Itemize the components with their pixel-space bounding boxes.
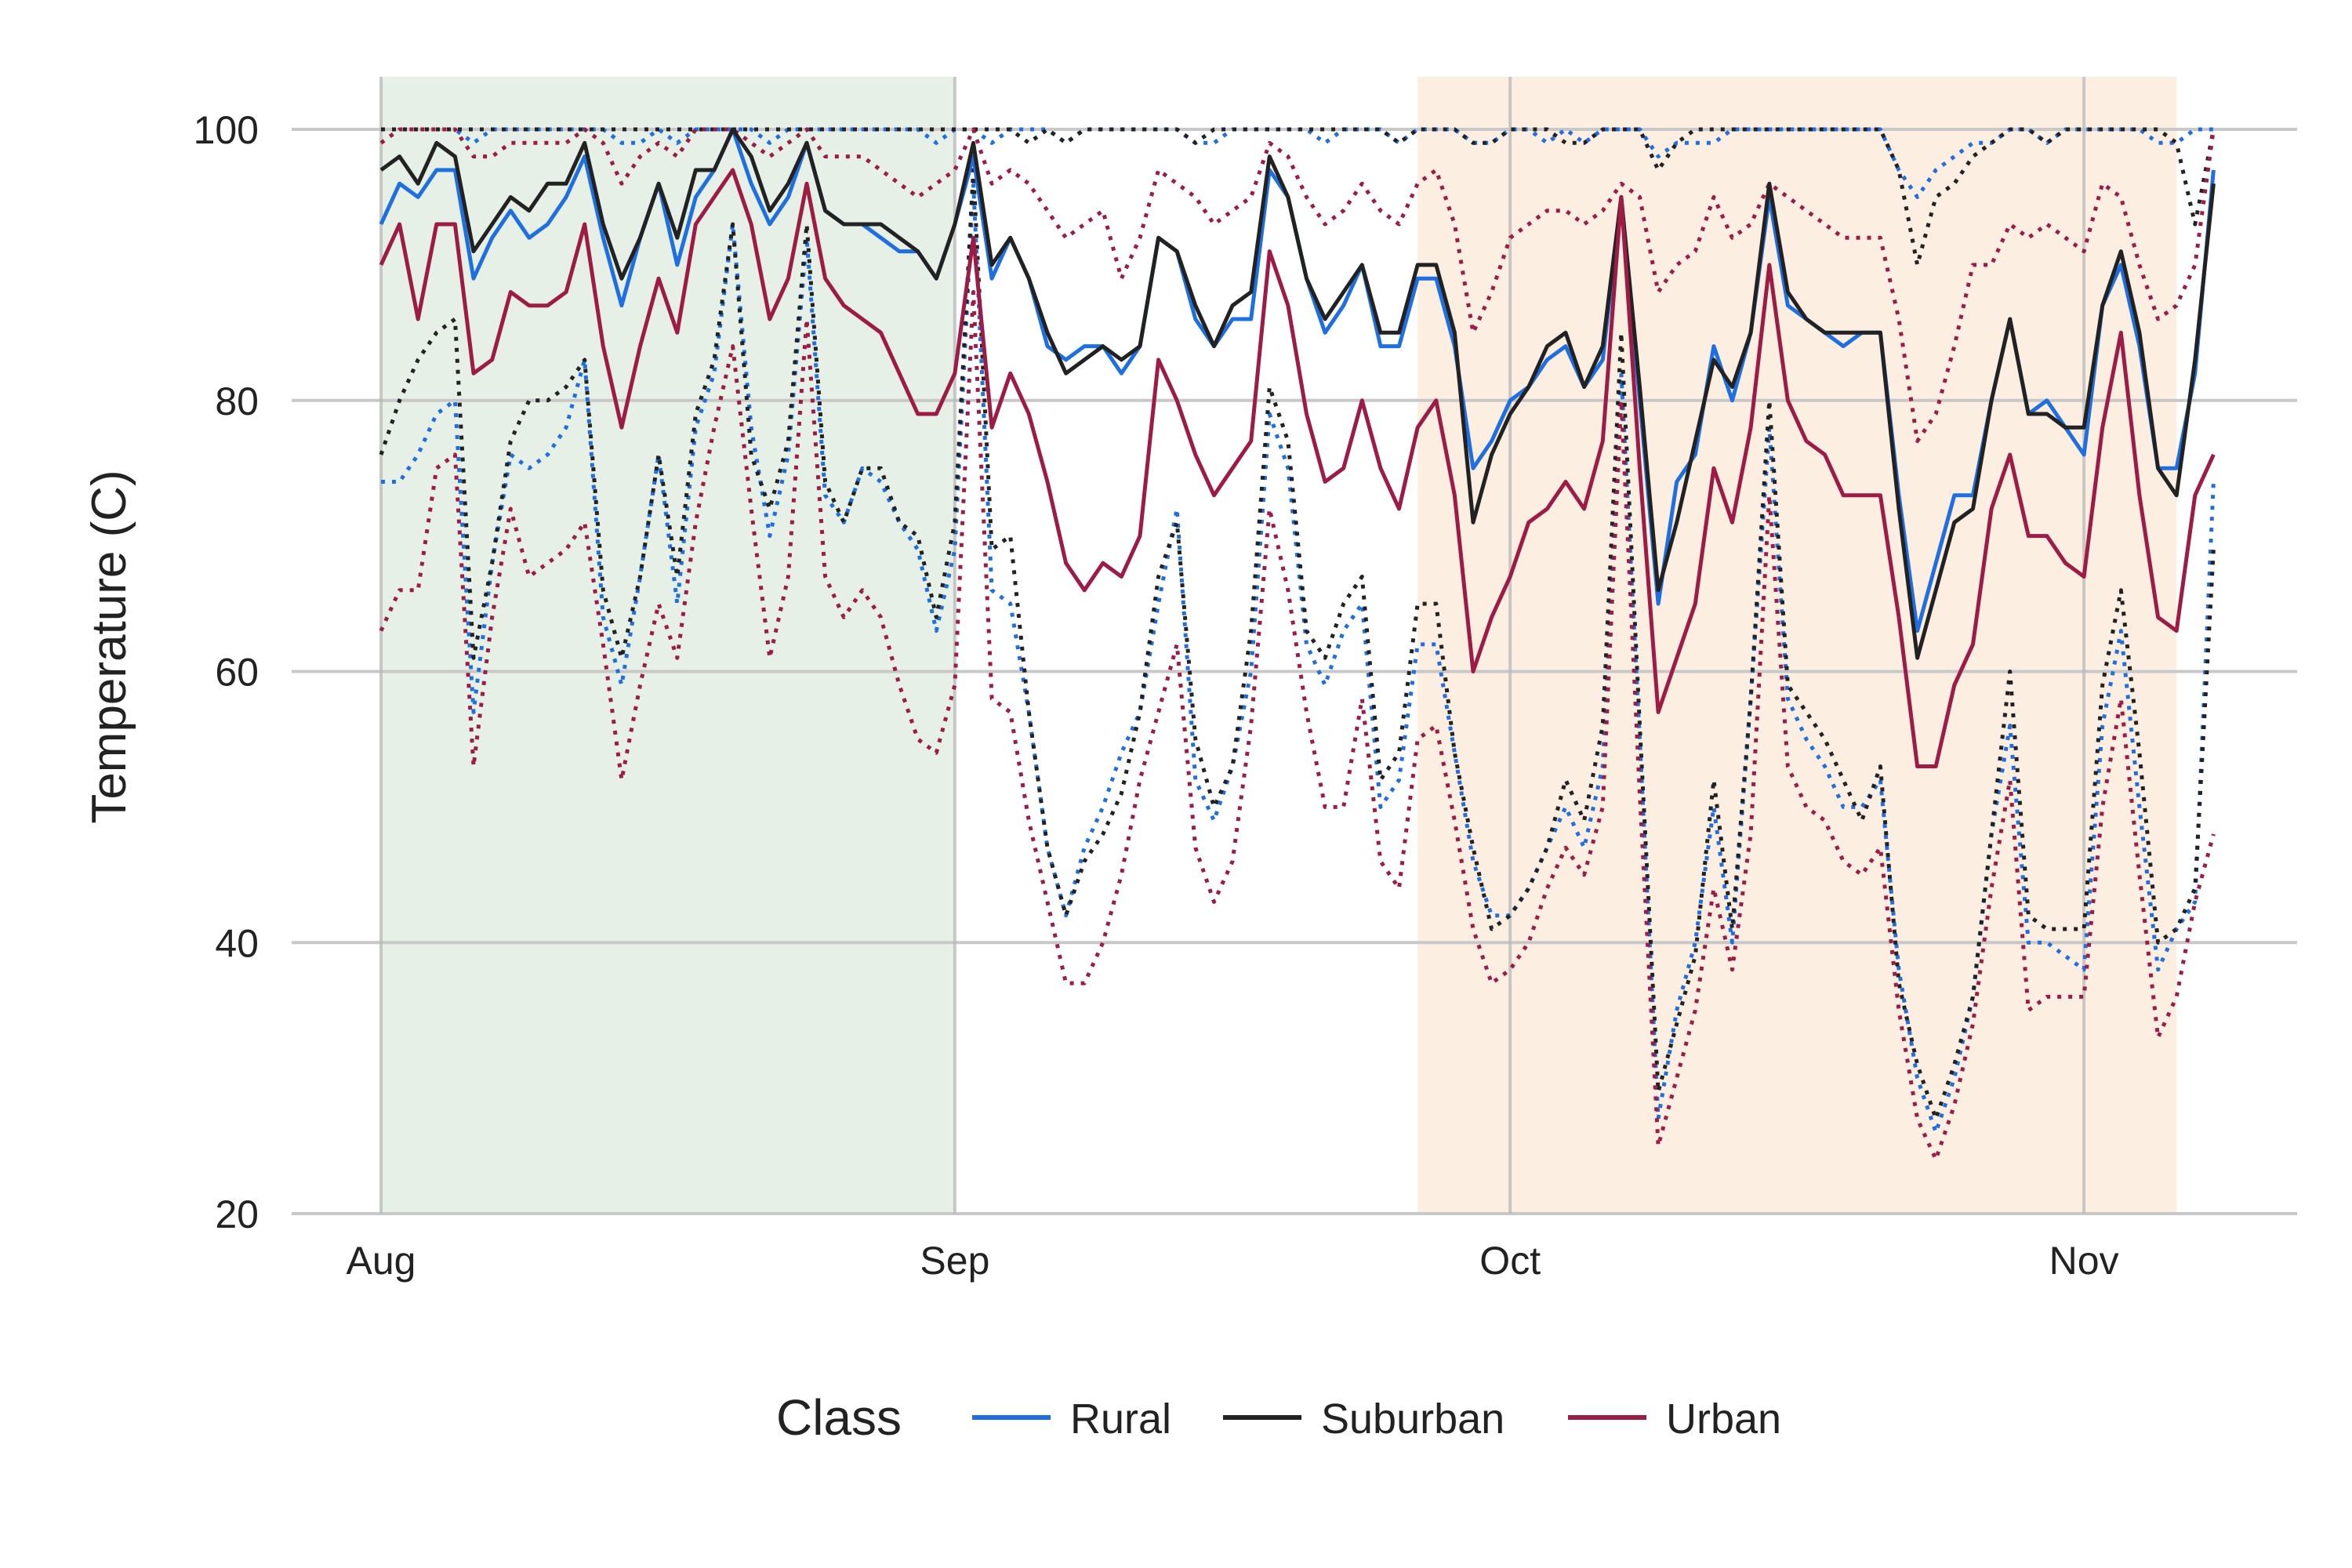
series-suburban-max-line [381,127,2216,267]
x-tick-label: Aug [347,1239,416,1283]
legend: Class Rural Suburban Urban [776,1389,1781,1446]
y-tick-label: 80 [215,379,259,423]
axes: 20 40 60 80 100 Aug Sep Oct Nov [194,108,2119,1283]
highlight-bands [381,77,2177,1214]
legend-label-urban: Urban [1666,1396,1781,1443]
series-suburban-min-line [379,168,2216,1121]
y-tick-label: 40 [215,921,259,965]
y-tick-label: 20 [215,1192,259,1236]
y-axis-title: Temperature (C) [82,470,136,823]
series-lines [379,127,2216,1162]
legend-title: Class [776,1389,902,1446]
highlight-band-1 [381,77,955,1214]
y-tick-label: 60 [215,651,259,695]
series-urban-max-line [379,127,2216,444]
y-tick-label: 100 [194,108,259,152]
series-rural-min-line [381,181,2216,1134]
x-tick-label: Sep [920,1239,989,1283]
legend-label-suburban: Suburban [1321,1396,1504,1443]
legend-label-rural: Rural [1070,1396,1171,1443]
highlight-band-2 [1417,77,2177,1214]
x-tick-label: Nov [2049,1239,2119,1283]
series-urban-mean-line [379,168,2216,768]
series-rural-max-line [381,127,2214,199]
x-tick-label: Oct [1479,1239,1541,1283]
series-suburban-mean-line [379,127,2216,660]
